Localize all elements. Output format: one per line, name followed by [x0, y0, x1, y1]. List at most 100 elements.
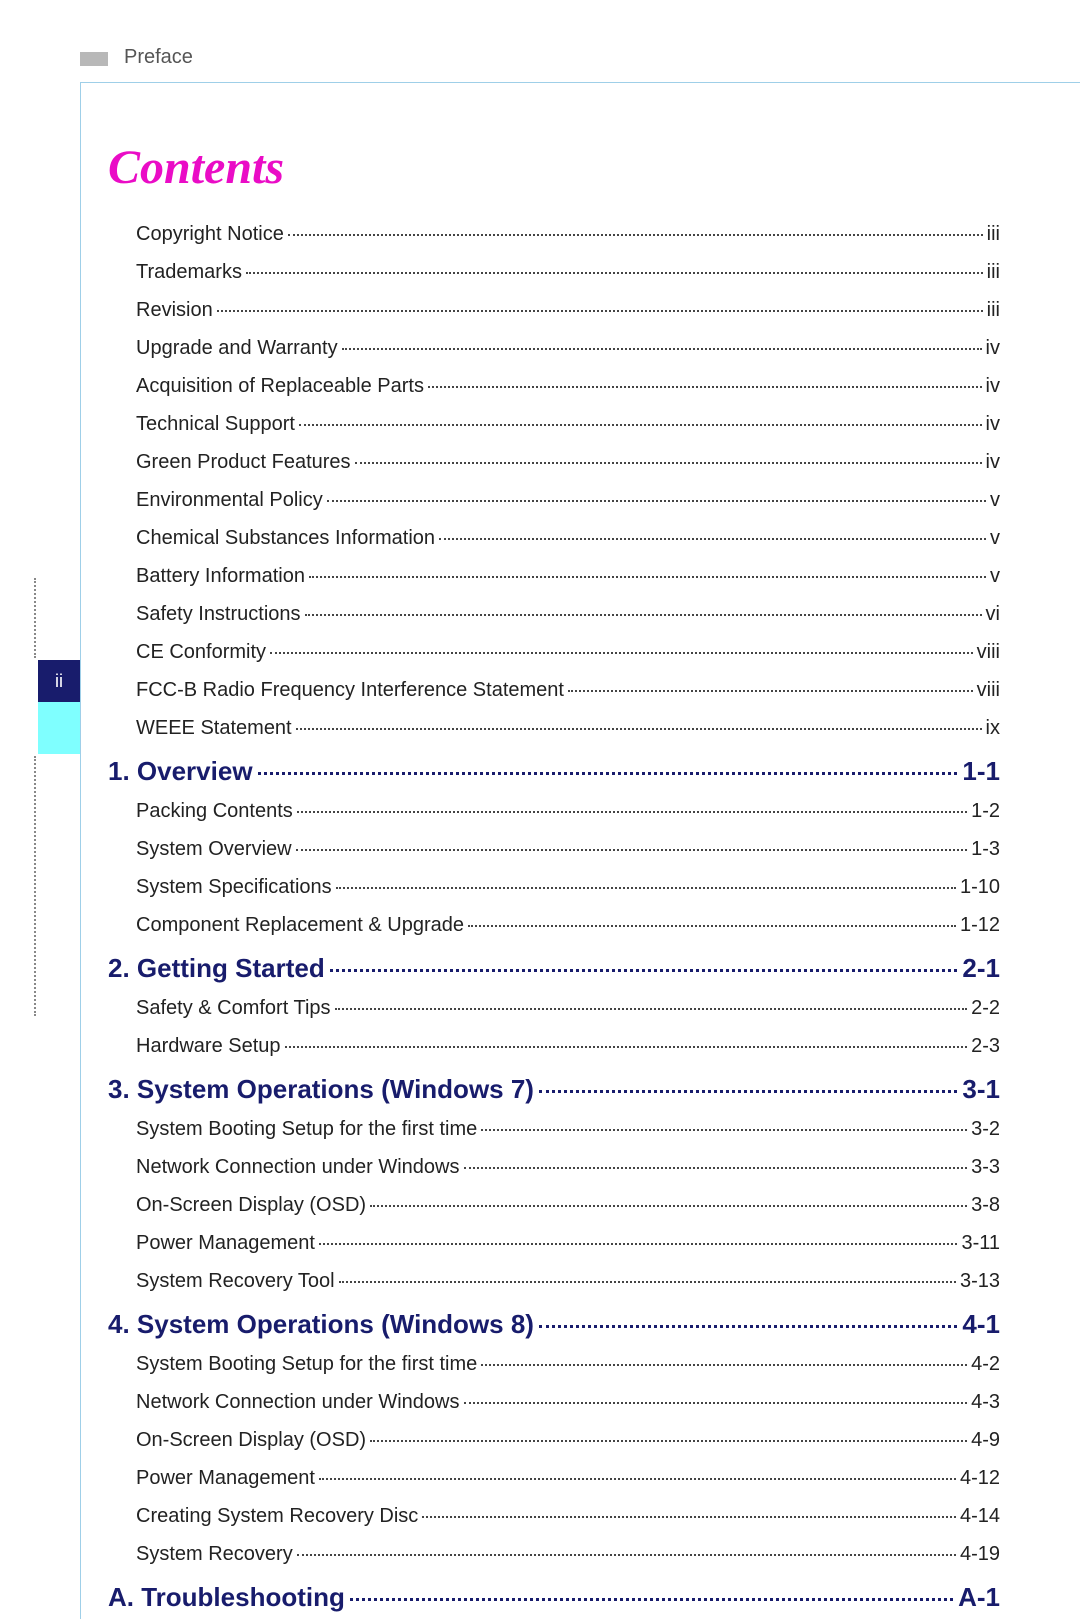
toc-entry-page: 3-8 — [971, 1191, 1000, 1219]
toc-entry: FCC-B Radio Frequency Interference State… — [108, 676, 1000, 704]
toc-entry-label: Green Product Features — [136, 448, 351, 476]
toc-entry-page: 1-3 — [971, 835, 1000, 863]
toc-entry: Safety & Comfort Tips2-2 — [108, 994, 1000, 1022]
toc-entry-label: A. Troubleshooting — [108, 1582, 345, 1613]
toc-entry: Technical Supportiv — [108, 410, 1000, 438]
toc-entry-label: WEEE Statement — [136, 714, 292, 742]
toc-leader-dots — [288, 234, 983, 236]
toc-entry-label: System Overview — [136, 835, 292, 863]
toc-entry: System Specifications 1-10 — [108, 873, 1000, 901]
toc-entry: System Booting Setup for the first time 3… — [108, 1115, 1000, 1143]
toc-entry-label: 2. Getting Started — [108, 953, 325, 984]
toc-leader-dots — [355, 462, 982, 464]
toc-entry: Network Connection under Windows 3-3 — [108, 1153, 1000, 1181]
toc-entry: Power Management4-12 — [108, 1464, 1000, 1492]
toc-entry-page: 3-3 — [971, 1153, 1000, 1181]
toc-entry: On-Screen Display (OSD)3-8 — [108, 1191, 1000, 1219]
page-number: ii — [55, 671, 63, 692]
toc-entry-page: viii — [977, 676, 1000, 704]
toc-entry-page: iii — [987, 220, 1000, 248]
toc-section-heading: 4. System Operations (Windows 8)4-1 — [108, 1309, 1000, 1340]
toc-leader-dots — [464, 1402, 968, 1404]
toc-entry-label: CE Conformity — [136, 638, 266, 666]
toc-entry: Chemical Substances Informationv — [108, 524, 1000, 552]
toc-entry-label: System Recovery Tool — [136, 1267, 335, 1295]
toc-entry-page: iii — [987, 296, 1000, 324]
toc-entry-page: 3-13 — [960, 1267, 1000, 1295]
toc-leader-dots — [258, 772, 958, 775]
toc-entry-page: 1-10 — [960, 873, 1000, 901]
toc-entry: WEEE Statement ix — [108, 714, 1000, 742]
toc-entry-page: 3-1 — [962, 1074, 1000, 1105]
left-rule — [80, 82, 81, 1619]
toc-leader-dots — [336, 887, 956, 889]
toc-entry-label: FCC-B Radio Frequency Interference State… — [136, 676, 564, 704]
toc-entry: Upgrade and Warranty iv — [108, 334, 1000, 362]
header-section-label: Preface — [124, 46, 193, 69]
toc-entry-page: 1-2 — [971, 797, 1000, 825]
toc-entry-page: iv — [986, 372, 1000, 400]
toc-entry-label: Safety Instructions — [136, 600, 301, 628]
toc-entry-label: Power Management — [136, 1229, 315, 1257]
table-of-contents: Copyright NoticeiiiTrademarksiiiRevision… — [108, 220, 1000, 1623]
toc-leader-dots — [370, 1205, 967, 1207]
toc-entry-page: v — [990, 486, 1000, 514]
toc-entry-label: Packing Contents — [136, 797, 293, 825]
toc-entry: Network Connection under Windows4-3 — [108, 1388, 1000, 1416]
toc-leader-dots — [299, 424, 982, 426]
toc-entry-label: System Booting Setup for the first time — [136, 1115, 477, 1143]
toc-section-heading: A. Troubleshooting A-1 — [108, 1582, 1000, 1613]
toc-entry-label: 3. System Operations (Windows 7) — [108, 1074, 534, 1105]
toc-entry-label: 1. Overview — [108, 756, 253, 787]
toc-entry-page: iv — [986, 448, 1000, 476]
toc-leader-dots — [296, 728, 982, 730]
toc-entry-label: On-Screen Display (OSD) — [136, 1426, 366, 1454]
toc-leader-dots — [297, 1554, 956, 1556]
toc-leader-dots — [539, 1090, 957, 1093]
toc-entry-label: System Recovery — [136, 1540, 293, 1568]
contents-title: Contents — [108, 140, 284, 195]
toc-entry-label: System Specifications — [136, 873, 332, 901]
toc-leader-dots — [370, 1440, 967, 1442]
toc-entry-label: Upgrade and Warranty — [136, 334, 338, 362]
toc-entry: System Booting Setup for the first time 4… — [108, 1350, 1000, 1378]
toc-entry-page: A-1 — [958, 1582, 1000, 1613]
page-number-tab: ii — [38, 660, 80, 702]
toc-leader-dots — [305, 614, 982, 616]
toc-entry: Power Management3-11 — [108, 1229, 1000, 1257]
toc-entry: Component Replacement & Upgrade 1-12 — [108, 911, 1000, 939]
toc-entry-label: Hardware Setup — [136, 1032, 281, 1060]
toc-entry-page: 2-1 — [962, 953, 1000, 984]
toc-entry-page: 4-14 — [960, 1502, 1000, 1530]
toc-entry-page: ix — [986, 714, 1000, 742]
toc-entry-label: Trademarks — [136, 258, 242, 286]
toc-entry-page: 3-2 — [971, 1115, 1000, 1143]
toc-leader-dots — [468, 925, 956, 927]
toc-leader-dots — [319, 1478, 956, 1480]
toc-entry: Hardware Setup2-3 — [108, 1032, 1000, 1060]
side-dotted-bot — [34, 756, 36, 1016]
toc-entry: System Recovery Tool 3-13 — [108, 1267, 1000, 1295]
toc-entry-label: Network Connection under Windows — [136, 1153, 460, 1181]
toc-entry-label: Component Replacement & Upgrade — [136, 911, 464, 939]
toc-entry-label: Battery Information — [136, 562, 305, 590]
toc-section-heading: 2. Getting Started 2-1 — [108, 953, 1000, 984]
toc-entry-page: 4-2 — [971, 1350, 1000, 1378]
toc-entry-page: 4-12 — [960, 1464, 1000, 1492]
toc-entry-label: System Booting Setup for the first time — [136, 1350, 477, 1378]
toc-entry-page: 1-1 — [962, 756, 1000, 787]
toc-entry: Copyright Noticeiii — [108, 220, 1000, 248]
toc-entry-page: iv — [986, 410, 1000, 438]
toc-entry-page: iv — [986, 334, 1000, 362]
toc-entry: Revisioniii — [108, 296, 1000, 324]
toc-leader-dots — [270, 652, 973, 654]
toc-entry-page: 1-12 — [960, 911, 1000, 939]
toc-entry: Packing Contents 1-2 — [108, 797, 1000, 825]
toc-leader-dots — [464, 1167, 968, 1169]
toc-leader-dots — [309, 576, 986, 578]
toc-entry-page: v — [990, 524, 1000, 552]
toc-entry: Trademarksiii — [108, 258, 1000, 286]
toc-leader-dots — [428, 386, 982, 388]
page-container: Preface ii Contents Copyright NoticeiiiT… — [80, 40, 1020, 1559]
toc-entry-label: 4. System Operations (Windows 8) — [108, 1309, 534, 1340]
